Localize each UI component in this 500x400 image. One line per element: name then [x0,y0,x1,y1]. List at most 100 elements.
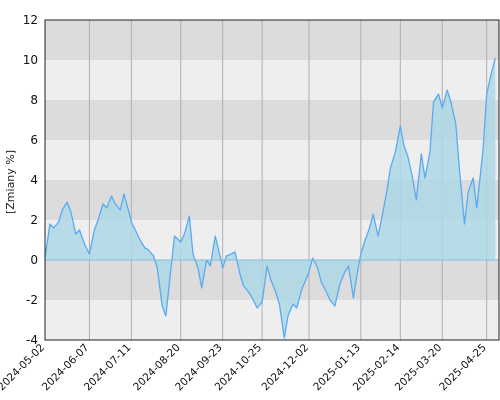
series-line-path [44,57,496,339]
data-point [239,273,240,274]
y-tick-label: 8 [30,93,38,107]
data-point [301,289,302,290]
x-tick-label: 2024-12-02 [259,342,311,394]
grid-band [45,300,499,340]
data-point [70,211,71,212]
data-point [360,253,361,254]
y-tick-label: 10 [23,53,38,67]
data-point [353,297,354,298]
data-point [429,151,430,152]
data-point [373,213,374,214]
data-point [94,229,95,230]
data-point [131,221,132,222]
data-point [75,233,76,234]
data-point [468,191,469,192]
data-point [162,305,163,306]
data-point [89,253,90,254]
data-point [308,271,309,272]
data-point [369,227,370,228]
data-point [292,303,293,304]
x-tick-label: 2025-04-25 [437,342,489,394]
data-point [378,235,379,236]
data-point [231,253,232,254]
data-point [67,201,68,202]
plot-frame [44,19,500,341]
data-point [123,193,124,194]
data-point [192,253,193,254]
data-point [476,207,477,208]
data-point [459,169,460,170]
data-point [111,195,112,196]
data-point [201,287,202,288]
data-point [348,265,349,266]
data-point [442,107,443,108]
data-point [421,153,422,154]
data-point [58,221,59,222]
data-point [447,89,448,90]
data-point [339,283,340,284]
data-point [287,315,288,316]
data-point [243,285,244,286]
data-point [275,291,276,292]
data-point [412,177,413,178]
y-axis-tick-labels: 12 10 8 6 4 2 0 -2 -4 [23,13,38,347]
data-point [120,209,121,210]
data-point [312,257,313,258]
data-point [257,307,258,308]
data-point [49,223,50,224]
data-point [165,315,166,316]
data-point [329,299,330,300]
data-point [326,291,327,292]
data-point [491,71,492,72]
data-point [416,199,417,200]
data-point [381,217,382,218]
data-point [189,215,190,216]
data-point [128,211,129,212]
data-point [482,149,483,150]
data-point [262,301,263,302]
data-point [180,241,181,242]
data-point [97,219,98,220]
data-point [115,203,116,204]
data-point [486,93,487,94]
data-point [438,93,439,94]
data-point [218,251,219,252]
grid-band [45,60,499,100]
data-point [279,303,280,304]
data-point [390,167,391,168]
data-point [267,265,268,266]
data-point [222,267,223,268]
data-point [495,57,496,58]
data-point [284,337,285,338]
data-point [153,255,154,256]
data-point [148,249,149,250]
data-point [403,145,404,146]
data-point [334,305,335,306]
data-point [106,207,107,208]
data-point [386,191,387,192]
data-point [144,247,145,248]
data-point [433,101,434,102]
data-point [400,125,401,126]
data-point [184,233,185,234]
data-point [252,297,253,298]
data-point [407,155,408,156]
series-line [44,57,496,339]
data-point [102,203,103,204]
data-point [357,273,358,274]
data-point [226,255,227,256]
data-point [296,307,297,308]
data-point [395,151,396,152]
data-point [84,243,85,244]
data-point [174,235,175,236]
data-point [170,269,171,270]
data-point [344,271,345,272]
data-point [473,177,474,178]
y-tick-label: 2 [30,213,38,227]
y-axis-label: [Zmiany %] [4,150,17,214]
y-tick-label: -4 [26,333,38,347]
data-point [455,123,456,124]
x-axis-tick-labels: 2024-05-022024-06-072024-07-112024-08-20… [0,341,489,393]
data-point [464,223,465,224]
data-point [234,251,235,252]
